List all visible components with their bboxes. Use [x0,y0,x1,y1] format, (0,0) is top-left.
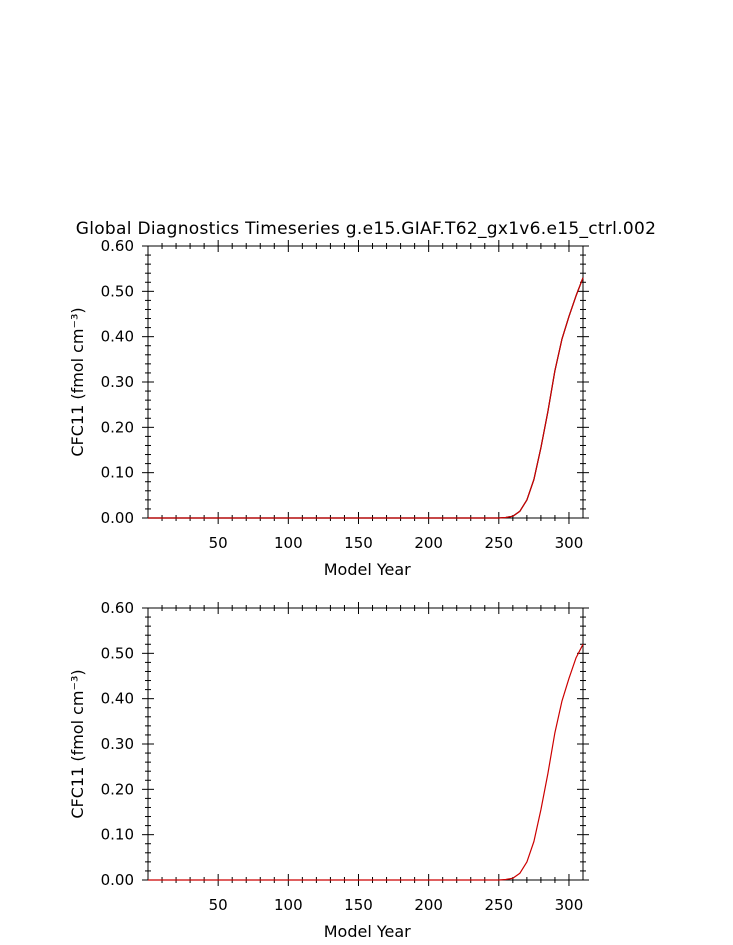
x-tick-label: 100 [274,896,303,914]
plot-frame [147,245,584,519]
y-tick-label: 0.20 [101,780,134,798]
x-tick-label: 100 [274,534,303,552]
y-axis-label: CFC11 (fmol cm⁻³) [68,307,87,456]
x-tick-label: 250 [484,534,513,552]
x-tick-label: 300 [555,896,584,914]
y-tick-label: 0.00 [101,871,134,889]
x-tick-label: 200 [414,534,443,552]
y-tick-label: 0.40 [101,328,134,346]
y-tick-label: 0.50 [101,282,134,300]
y-tick-label: 0.20 [101,418,134,436]
x-tick-label: 300 [555,534,584,552]
figure-title: Global Diagnostics Timeseries g.e15.GIAF… [76,219,657,239]
series-line [148,277,584,519]
y-tick-label: 0.10 [101,464,134,482]
x-tick-label: 50 [209,896,228,914]
series-line [148,277,584,519]
y-tick-label: 0.00 [101,509,134,527]
bottom-panel: 50 100 150 200 250 300 0.00 0.10 0.20 0.30 0.40 0.5… [68,599,589,941]
x-tick-label: 250 [484,896,513,914]
x-axis-label: Model Year [324,922,411,941]
y-tick-label: 0.30 [101,735,134,753]
top-panel: 50 100 150 200 250 300 0.00 0.10 0.20 0.30 0.40 0.5… [68,237,589,579]
series-line [148,644,584,881]
y-axis-label: CFC11 (fmol cm⁻³) [68,669,87,818]
y-tick-label: 0.60 [101,237,134,255]
y-tick-label: 0.30 [101,373,134,391]
x-tick-label: 50 [209,534,228,552]
y-tick-label: 0.60 [101,599,134,617]
y-tick-label: 0.10 [101,826,134,844]
y-tick-label: 0.50 [101,644,134,662]
x-tick-label: 200 [414,896,443,914]
x-tick-label: 150 [344,534,373,552]
plot-frame [147,607,584,881]
y-tick-label: 0.40 [101,690,134,708]
x-tick-label: 150 [344,896,373,914]
x-axis-label: Model Year [324,560,411,579]
